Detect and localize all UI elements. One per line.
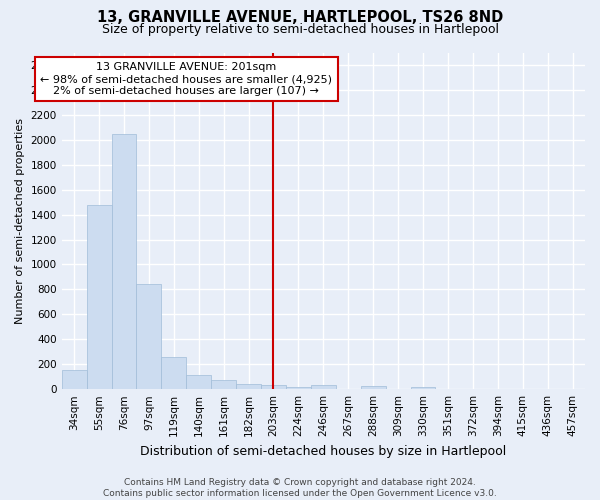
Bar bbox=[311, 385, 336, 389]
Bar bbox=[410, 386, 436, 389]
Bar bbox=[261, 386, 286, 389]
Bar bbox=[136, 284, 161, 389]
Text: Contains HM Land Registry data © Crown copyright and database right 2024.
Contai: Contains HM Land Registry data © Crown c… bbox=[103, 478, 497, 498]
Text: 13, GRANVILLE AVENUE, HARTLEPOOL, TS26 8ND: 13, GRANVILLE AVENUE, HARTLEPOOL, TS26 8… bbox=[97, 10, 503, 25]
Bar bbox=[62, 370, 86, 389]
Bar bbox=[86, 206, 112, 389]
Bar bbox=[211, 380, 236, 389]
Bar bbox=[236, 384, 261, 389]
Bar bbox=[161, 358, 186, 389]
X-axis label: Distribution of semi-detached houses by size in Hartlepool: Distribution of semi-detached houses by … bbox=[140, 444, 506, 458]
Bar bbox=[186, 375, 211, 389]
Text: 13 GRANVILLE AVENUE: 201sqm
← 98% of semi-detached houses are smaller (4,925)
2%: 13 GRANVILLE AVENUE: 201sqm ← 98% of sem… bbox=[40, 62, 332, 96]
Bar bbox=[361, 386, 386, 389]
Bar bbox=[286, 386, 311, 389]
Text: Size of property relative to semi-detached houses in Hartlepool: Size of property relative to semi-detach… bbox=[101, 22, 499, 36]
Y-axis label: Number of semi-detached properties: Number of semi-detached properties bbox=[15, 118, 25, 324]
Bar bbox=[112, 134, 136, 389]
